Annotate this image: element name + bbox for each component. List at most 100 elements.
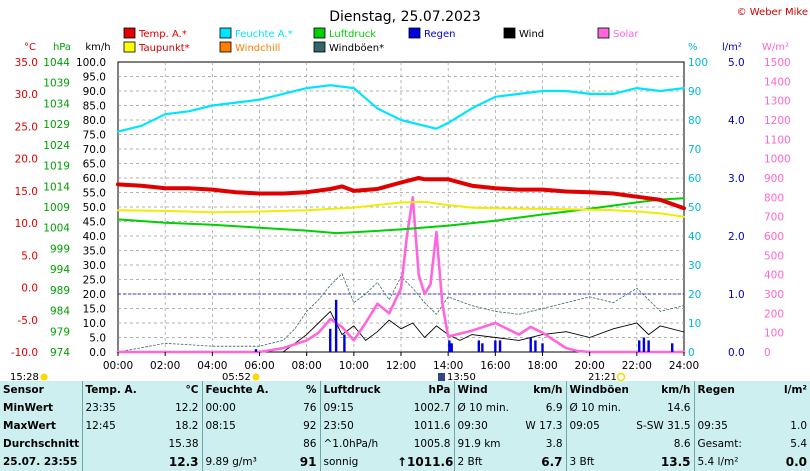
stats-cell	[81, 435, 152, 453]
axis-unit-label: km/h	[85, 42, 110, 53]
axis-tick-label: 300	[764, 289, 784, 301]
axis-tick-label: 1029	[43, 119, 70, 131]
legend-label: Solar	[613, 29, 639, 40]
rain-bar-7-16	[671, 343, 674, 352]
stats-cell: MinWert	[3, 402, 54, 414]
axis-tick-label: 700	[764, 212, 784, 224]
rain-bar-7-4	[448, 340, 451, 352]
stats-cell: 91.9 km	[453, 435, 510, 453]
axis-tick-label: 1014	[43, 181, 70, 193]
axis-tick-label: 10.0	[83, 318, 106, 330]
stats-cell: 12.3	[168, 455, 199, 469]
x-tick-label: 22:00	[622, 360, 652, 372]
chart-title: Dienstag, 25.07.2023	[329, 9, 480, 25]
axis-tick-label: 30.0	[15, 89, 38, 101]
axis-tick-label: 15.0	[15, 186, 38, 198]
stats-cell: S-SW 31.5	[636, 420, 691, 432]
axis-tick-label: 5.0	[21, 250, 38, 262]
rain-bar-7-11	[534, 340, 537, 352]
stats-cell: 12.2	[175, 402, 199, 414]
legend-swatch	[219, 41, 232, 53]
stats-cell: 8.6	[673, 438, 691, 450]
stats-header-cell: l/m²	[784, 384, 807, 396]
axis-tick-label: 30.0	[83, 260, 106, 272]
axis-tick-label: 4.0	[728, 115, 745, 127]
axis-tick-label: 0.0	[89, 347, 106, 359]
stats-cell: 3.8	[545, 438, 563, 450]
axis-tick-label: 2.0	[728, 231, 745, 243]
axis-tick-label: 100	[688, 57, 708, 69]
stats-cell: 1002.7	[413, 402, 451, 414]
series-line-4	[116, 196, 686, 354]
stats-header-cell: hPa	[428, 384, 451, 396]
legend-swatch	[408, 27, 421, 39]
legend-label: Temp. A.*	[138, 29, 187, 40]
series-line-2	[117, 197, 685, 235]
axis-tick-label: 35.0	[15, 57, 38, 69]
stats-cell: 76	[303, 402, 317, 414]
stats-cell: Durchschnitt	[3, 438, 80, 450]
sunset-label: 21:21	[588, 372, 617, 381]
axis-tick-label: 60.0	[83, 173, 106, 185]
axis-tick-label: 95.0	[83, 72, 106, 84]
stats-header-cell: Luftdruck	[319, 381, 394, 399]
legend-swatch	[123, 41, 136, 53]
rain-bar-7-6	[477, 340, 481, 352]
stats-row: 25.07. 23:55 12.3 9.89 g/m³ 91 sonnig ↑1011.6…	[0, 453, 810, 471]
axis-tick-label: 1039	[43, 78, 70, 90]
legend-swatch	[503, 27, 516, 39]
stats-header-cell: °C	[185, 384, 199, 396]
rain-bar-7-15	[647, 340, 650, 352]
legend-swatch	[597, 27, 610, 39]
series-line-0	[116, 176, 686, 211]
axis-tick-label: 20.0	[15, 154, 38, 166]
axis-tick-label: 35.0	[83, 246, 106, 258]
axis-tick-label: 50.0	[83, 202, 106, 214]
axis-tick-label: 994	[50, 264, 70, 276]
stats-cell: 15.38	[168, 438, 199, 450]
stats-cell	[693, 399, 760, 417]
axis-tick-label: 1000	[764, 154, 791, 166]
legend-swatch	[313, 27, 326, 39]
axis-tick-label: 15.0	[83, 304, 106, 316]
sun-icon	[40, 373, 48, 381]
legend-label: Wind	[519, 29, 544, 40]
stats-cell: 12:45	[81, 417, 152, 435]
stats-cell	[81, 453, 152, 471]
stats-cell: 00:00	[201, 399, 272, 417]
axis-tick-label: 70	[688, 144, 701, 156]
axis-tick-label: 999	[50, 243, 70, 255]
rain-bar-7-1	[329, 328, 332, 352]
stats-cell: 3 Bft	[565, 453, 628, 471]
axis-tick-label: 50	[688, 202, 701, 214]
axis-tick-label: 1200	[764, 115, 791, 127]
stats-cell	[565, 435, 628, 453]
stats-cell: 09:35	[693, 417, 760, 435]
credit-label: © Weber Mike	[737, 7, 808, 18]
axis-tick-label: 1004	[43, 223, 70, 235]
series-line-1	[117, 200, 685, 218]
x-tick-label: 00:00	[103, 360, 133, 372]
axis-tick-label: 40	[688, 231, 701, 243]
stats-cell: Ø 10 min.	[453, 399, 510, 417]
x-tick-label: 16:00	[480, 360, 510, 372]
stats-header-cell: km/h	[533, 384, 563, 396]
axis-tick-label: 5.0	[89, 333, 106, 345]
chart-axes: °C 35.0 30.0 25.0 20.0 15.0 10.0 5.0 0.0 -5.0 -10.…	[11, 42, 791, 359]
x-tick-label: 06:00	[244, 360, 274, 372]
axis-tick-label: 800	[764, 192, 784, 204]
x-tick-label: 08:00	[292, 360, 322, 372]
stats-header-cell: Sensor	[3, 384, 44, 396]
stats-cell: 13.5	[660, 455, 691, 469]
axis-tick-label: 90.0	[83, 86, 106, 98]
stats-cell: 92	[303, 420, 317, 432]
stats-cell: 08:15	[201, 417, 272, 435]
legend-label: Feuchte A.*	[235, 29, 293, 40]
axis-tick-label: 1024	[43, 140, 70, 152]
x-tick-label: 12:00	[386, 360, 416, 372]
axis-tick-label: 100.0	[76, 57, 106, 69]
stats-cell: 2 Bft	[453, 453, 510, 471]
axis-tick-label: 20.0	[83, 289, 106, 301]
stats-cell: 09:30	[453, 417, 510, 435]
stats-cell: 6.9	[545, 402, 563, 414]
